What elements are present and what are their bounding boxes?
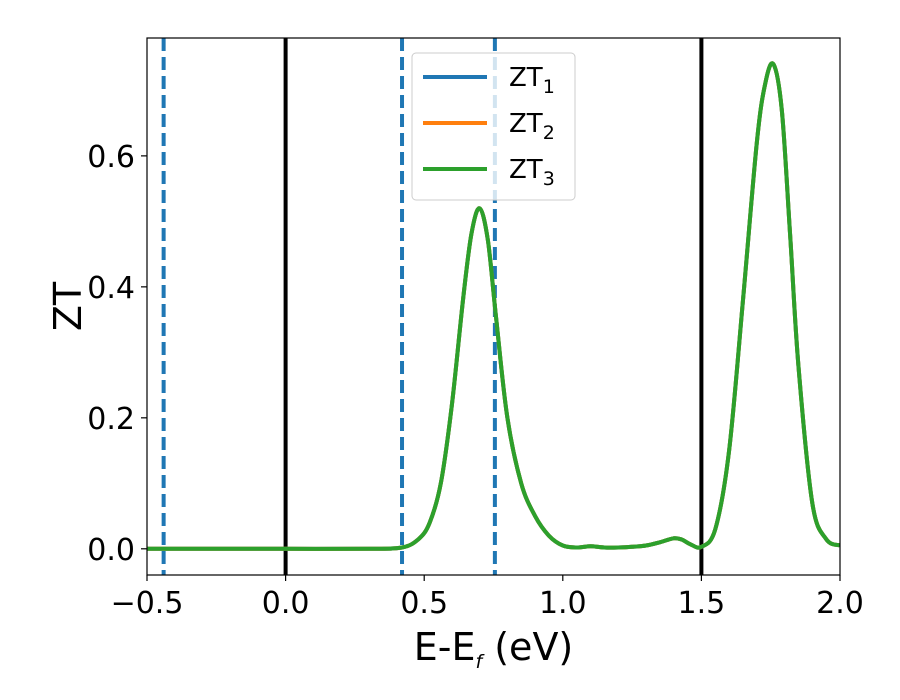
x-axis-title: E-Ef (eV) <box>414 625 574 673</box>
x-tick-label: −0.5 <box>111 586 184 621</box>
x-tick-label: 1.5 <box>678 586 726 621</box>
plot-frame <box>146 37 841 576</box>
y-tick-label: 0.0 <box>87 533 135 568</box>
series-line-3 <box>147 61 840 551</box>
series-group <box>147 61 840 551</box>
legend-label-2: ZT2 <box>509 109 555 144</box>
legend-label-1: ZT1 <box>509 63 555 98</box>
legend-box <box>411 52 576 201</box>
x-tick-label: 0.0 <box>262 586 310 621</box>
legend: ZT1 ZT2 ZT3 <box>411 52 576 201</box>
x-tick-label: 1.0 <box>539 586 587 621</box>
y-tick-label: 0.6 <box>87 140 135 175</box>
y-axis-title: ZT <box>46 281 90 331</box>
y-tick-label: 0.2 <box>87 402 135 437</box>
y-tick-label: 0.4 <box>87 271 135 306</box>
x-tick-label: 2.0 <box>816 586 864 621</box>
plot-area <box>147 38 840 575</box>
x-tick-label: 0.5 <box>400 586 448 621</box>
legend-label-3: ZT3 <box>509 155 555 190</box>
axis-ticks: −0.5 0.0 0.5 1.0 1.5 2.0 0.0 0.2 0.4 0.6 <box>87 140 864 621</box>
